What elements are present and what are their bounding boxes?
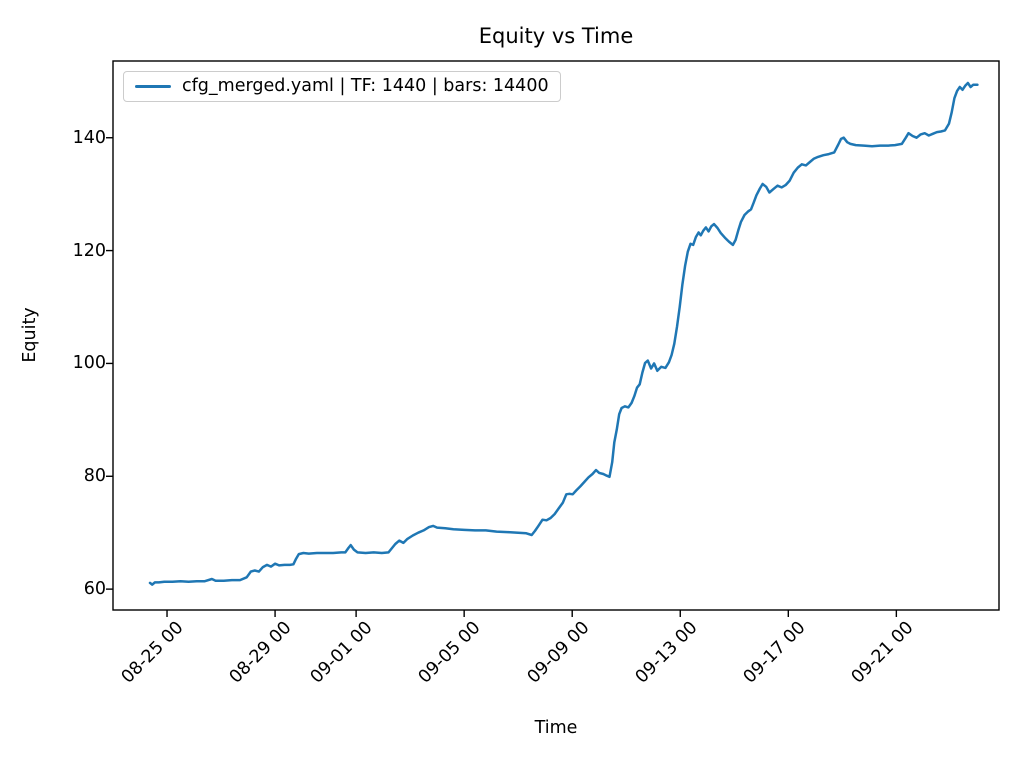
- y-tick-label: 100: [72, 353, 106, 374]
- y-tick-label: 140: [72, 127, 106, 148]
- equity-curve: [148, 81, 979, 586]
- legend-label: cfg_merged.yaml | TF: 1440 | bars: 14400: [182, 76, 549, 96]
- legend: cfg_merged.yaml | TF: 1440 | bars: 14400: [123, 71, 561, 102]
- chart-title: Equity vs Time: [478, 24, 634, 48]
- y-tick-label: 80: [83, 466, 106, 487]
- legend-line-sample: [135, 84, 171, 88]
- y-tick-label: 120: [72, 240, 106, 261]
- x-axis-label: Time: [534, 718, 578, 738]
- y-tick-label: 60: [83, 579, 106, 600]
- plot-frame: [112, 60, 1000, 611]
